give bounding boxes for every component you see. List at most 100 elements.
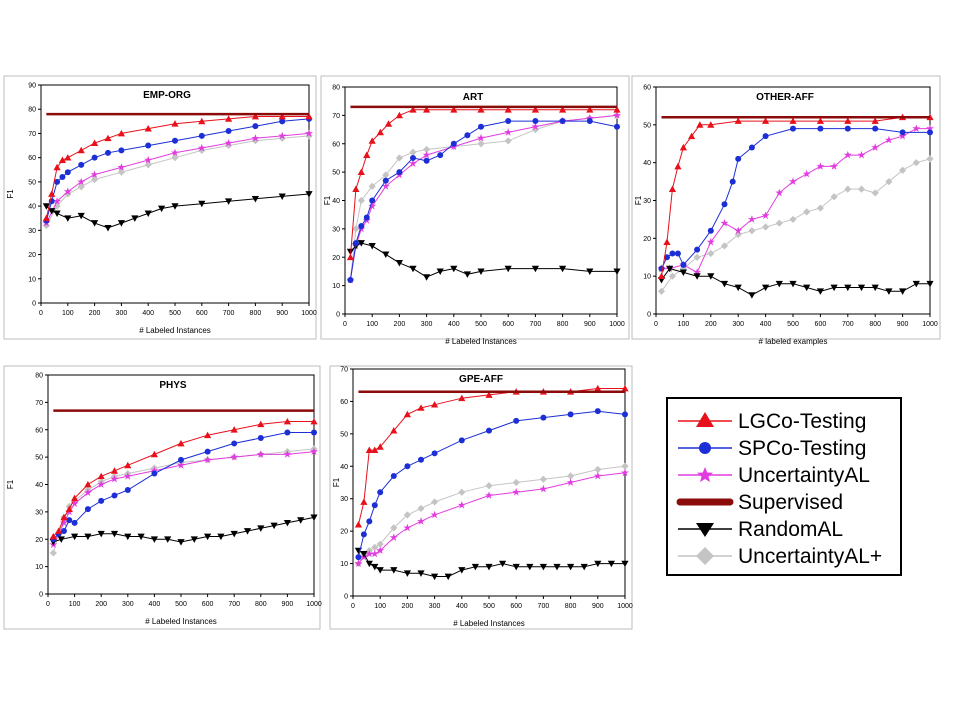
legend-label: UncertaintyAL+ — [738, 545, 883, 568]
data-point — [347, 276, 354, 283]
data-point — [77, 146, 85, 154]
data-point — [371, 543, 379, 551]
data-point — [899, 166, 907, 174]
data-point — [104, 134, 112, 142]
data-point — [117, 129, 125, 137]
series-lgco-testing — [42, 112, 313, 222]
data-point — [59, 174, 66, 181]
data-point — [485, 563, 493, 571]
y-tick-label: 10 — [35, 564, 43, 571]
data-point — [409, 265, 417, 273]
data-point — [802, 169, 811, 178]
data-point — [251, 134, 260, 142]
data-point — [747, 215, 756, 223]
data-point — [679, 269, 687, 276]
series-randomal — [354, 547, 629, 581]
y-tick-label: 90 — [28, 83, 36, 90]
data-point — [457, 501, 466, 509]
data-point — [257, 434, 264, 441]
data-point — [178, 456, 184, 463]
y-tick-label: 80 — [35, 373, 43, 380]
y-tick-label: 20 — [35, 537, 43, 544]
data-point — [477, 140, 485, 148]
y-axis-label: F1 — [323, 195, 332, 205]
data-point — [91, 220, 99, 227]
legend-label: RandomAL — [738, 518, 844, 541]
data-point — [816, 162, 825, 170]
data-point — [84, 533, 92, 541]
data-point — [789, 280, 797, 288]
data-point — [363, 214, 370, 221]
data-point — [243, 528, 252, 535]
legend-item-uncertainty: UncertaintyAL — [668, 462, 900, 488]
data-point — [403, 511, 411, 519]
data-point — [830, 284, 838, 292]
x-tick-label: 300 — [421, 321, 433, 328]
data-point — [66, 517, 73, 524]
data-point — [198, 132, 205, 139]
x-tick-label: 300 — [122, 601, 134, 608]
series-line — [357, 465, 626, 564]
data-point — [898, 132, 907, 140]
series-lgco-testing — [657, 113, 934, 280]
data-point — [64, 169, 71, 176]
data-point — [150, 450, 158, 458]
x-tick-label: 500 — [175, 601, 187, 608]
data-point — [540, 414, 547, 421]
data-point — [816, 288, 824, 295]
data-point — [64, 154, 72, 161]
data-point — [278, 134, 286, 142]
data-point — [48, 208, 56, 215]
y-tick-label: 0 — [647, 312, 651, 319]
data-point — [60, 528, 67, 535]
y-tick-label: 70 — [332, 113, 340, 120]
data-point — [71, 519, 78, 526]
x-tick-label: 400 — [142, 310, 154, 317]
data-point — [830, 193, 838, 201]
data-point — [42, 214, 50, 222]
x-tick-label: 600 — [815, 321, 827, 328]
data-point — [382, 171, 390, 179]
data-point — [77, 212, 85, 220]
data-point — [390, 473, 397, 480]
data-point — [734, 117, 742, 124]
data-point — [559, 118, 566, 125]
y-axis-label: F1 — [6, 189, 15, 199]
data-point — [145, 142, 152, 149]
y-tick-label: 80 — [332, 85, 340, 92]
x-tick-label: 200 — [402, 603, 414, 610]
data-point — [124, 486, 131, 493]
y-tick-label: 10 — [332, 283, 340, 290]
data-point — [77, 183, 85, 191]
series-line — [357, 410, 626, 558]
data-point — [668, 272, 677, 280]
data-point — [53, 163, 61, 171]
data-point — [224, 138, 233, 147]
data-point — [693, 253, 701, 261]
x-tick-label: 1000 — [922, 321, 938, 328]
x-tick-label: 800 — [255, 601, 267, 608]
data-point — [720, 280, 729, 288]
data-point — [278, 131, 287, 140]
y-tick-label: 10 — [340, 561, 348, 568]
x-tick-label: 1000 — [609, 321, 625, 328]
data-point — [225, 198, 233, 205]
x-tick-label: 0 — [39, 310, 43, 317]
data-point — [53, 202, 61, 210]
data-point — [204, 431, 212, 439]
data-point — [871, 143, 880, 151]
data-point — [477, 106, 485, 113]
data-point — [403, 523, 412, 532]
data-point — [431, 498, 439, 506]
data-point — [230, 452, 239, 461]
y-tick-label: 70 — [340, 367, 348, 374]
chart-title: ART — [463, 92, 484, 103]
x-tick-label: 0 — [654, 321, 658, 328]
data-point — [912, 280, 920, 288]
data-point — [278, 112, 286, 120]
data-point — [395, 154, 403, 162]
data-point — [355, 554, 362, 561]
plot-area — [40, 84, 310, 304]
data-point — [531, 125, 539, 134]
y-axis-label: F1 — [634, 195, 643, 205]
